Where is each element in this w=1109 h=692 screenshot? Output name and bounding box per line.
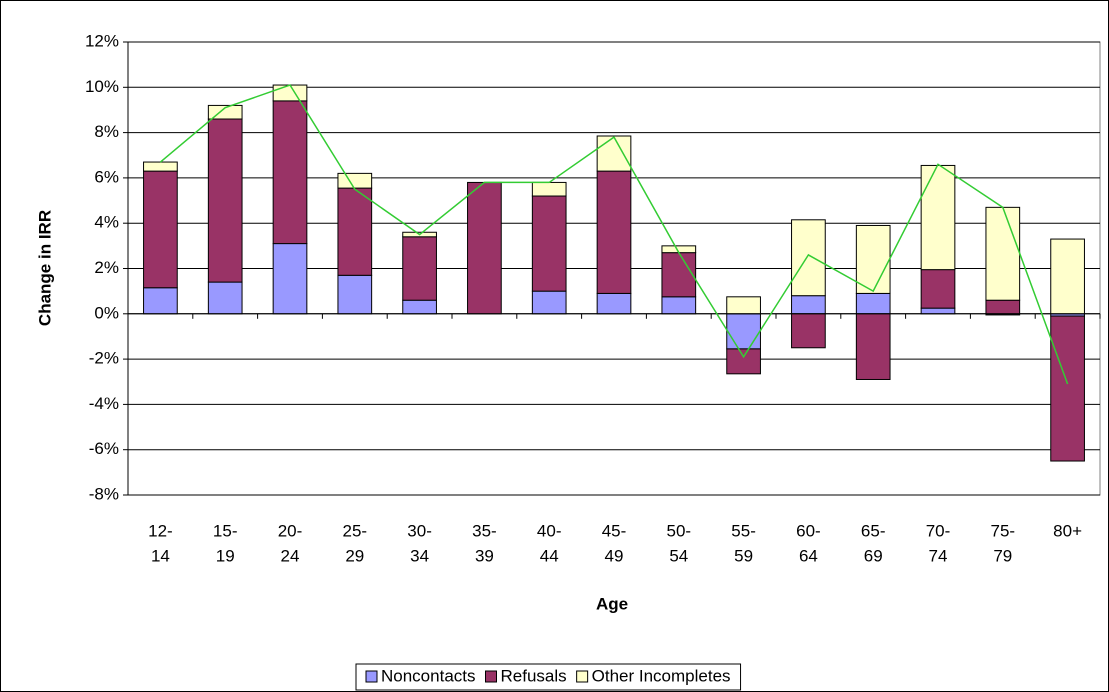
x-tick-label: 35- (472, 521, 497, 540)
x-tick-label: 55- (731, 521, 756, 540)
bar-segment (791, 295, 826, 315)
x-tick-label: 14 (151, 546, 170, 565)
bar-segment (207, 281, 243, 315)
y-tick-label: -8% (89, 484, 119, 503)
bar-segment (467, 181, 502, 315)
bar-segment (596, 170, 632, 294)
x-tick-label: 75- (991, 521, 1016, 540)
y-tick-label: 6% (94, 167, 119, 186)
legend-label: Noncontacts (381, 666, 476, 685)
bar-segment (272, 84, 308, 102)
bar-segment (272, 100, 308, 245)
bar-segment (661, 252, 697, 298)
y-axis-title: Change in IRR (35, 210, 54, 326)
bar-segment (143, 287, 178, 315)
x-tick-label: 24 (281, 546, 300, 565)
bar-segment (920, 307, 956, 315)
bar-segment (985, 206, 1021, 301)
legend-box (355, 663, 742, 691)
y-tick-label: 12% (85, 31, 119, 50)
bar-segment (596, 292, 632, 315)
bar-segment (143, 170, 178, 289)
legend-swatch (365, 670, 378, 683)
bar-segment (143, 161, 178, 172)
bar-segment (337, 274, 373, 315)
bar-segment (855, 292, 891, 315)
x-tick-label: 34 (410, 546, 429, 565)
x-tick-label: 29 (345, 546, 364, 565)
legend-swatch (485, 670, 497, 683)
x-tick-label: 60- (796, 521, 821, 540)
bar-segment (791, 219, 826, 297)
bar-segment (337, 172, 373, 189)
x-tick-label: 44 (540, 546, 559, 565)
x-tick-label: 40- (537, 521, 562, 540)
x-tick-label: 50- (667, 521, 692, 540)
y-tick-label: 0% (94, 303, 119, 322)
legend-label: Refusals (501, 666, 567, 685)
bar-segment (855, 313, 891, 380)
bar-segment (985, 299, 1021, 315)
bar-segment (661, 296, 697, 315)
bar-segment (1050, 238, 1085, 315)
y-tick-label: 4% (94, 213, 119, 232)
total-line (159, 84, 1069, 385)
x-tick-label: 74 (929, 546, 948, 565)
x-tick-label: 69 (864, 546, 883, 565)
x-tick-label: 70- (926, 521, 951, 540)
y-tick-label: 10% (85, 77, 119, 96)
x-tick-label: 39 (475, 546, 494, 565)
x-tick-label: 25- (343, 521, 368, 540)
bar-segment (596, 135, 632, 172)
bar-segment (855, 224, 891, 294)
bar-segment (272, 243, 308, 315)
bar-segment (531, 195, 567, 292)
x-tick-label: 45- (602, 521, 627, 540)
x-tick-label: 20- (278, 521, 303, 540)
x-tick-label: 49 (605, 546, 624, 565)
y-tick-label: -4% (89, 394, 119, 413)
bar-segment (726, 313, 761, 350)
x-tick-label: 64 (799, 546, 818, 565)
bar-segment (531, 181, 567, 197)
bar-segment (791, 313, 826, 349)
bar-segment (726, 348, 761, 375)
bar-segment (920, 269, 956, 309)
legend-label: Other Incompletes (592, 666, 731, 685)
x-tick-label: 19 (216, 546, 235, 565)
y-tick-label: 8% (94, 122, 119, 141)
bar-segment (1050, 315, 1085, 462)
x-tick-label: 65- (861, 521, 886, 540)
bar-segment (337, 187, 373, 276)
legend-swatch (576, 670, 589, 683)
bar-segment (726, 296, 761, 315)
y-tick-label: 2% (94, 258, 119, 277)
bar-segment (207, 118, 243, 283)
x-tick-label: 59 (734, 546, 753, 565)
y-tick-label: -2% (89, 349, 119, 368)
y-tick-label: -6% (89, 439, 119, 458)
legend: Noncontacts Refusals Other Incompletes (355, 663, 742, 691)
x-tick-label: 80+ (1053, 521, 1082, 540)
bar-segment (920, 164, 956, 271)
x-tick-label: 15- (213, 521, 238, 540)
bar-segment (402, 236, 437, 301)
bar-segment (531, 290, 567, 315)
x-axis-title: Age (596, 594, 628, 613)
x-tick-label: 12- (148, 521, 173, 540)
x-tick-label: 79 (993, 546, 1012, 565)
x-tick-label: 54 (669, 546, 688, 565)
x-tick-label: 30- (407, 521, 432, 540)
bar-segment (402, 299, 437, 315)
